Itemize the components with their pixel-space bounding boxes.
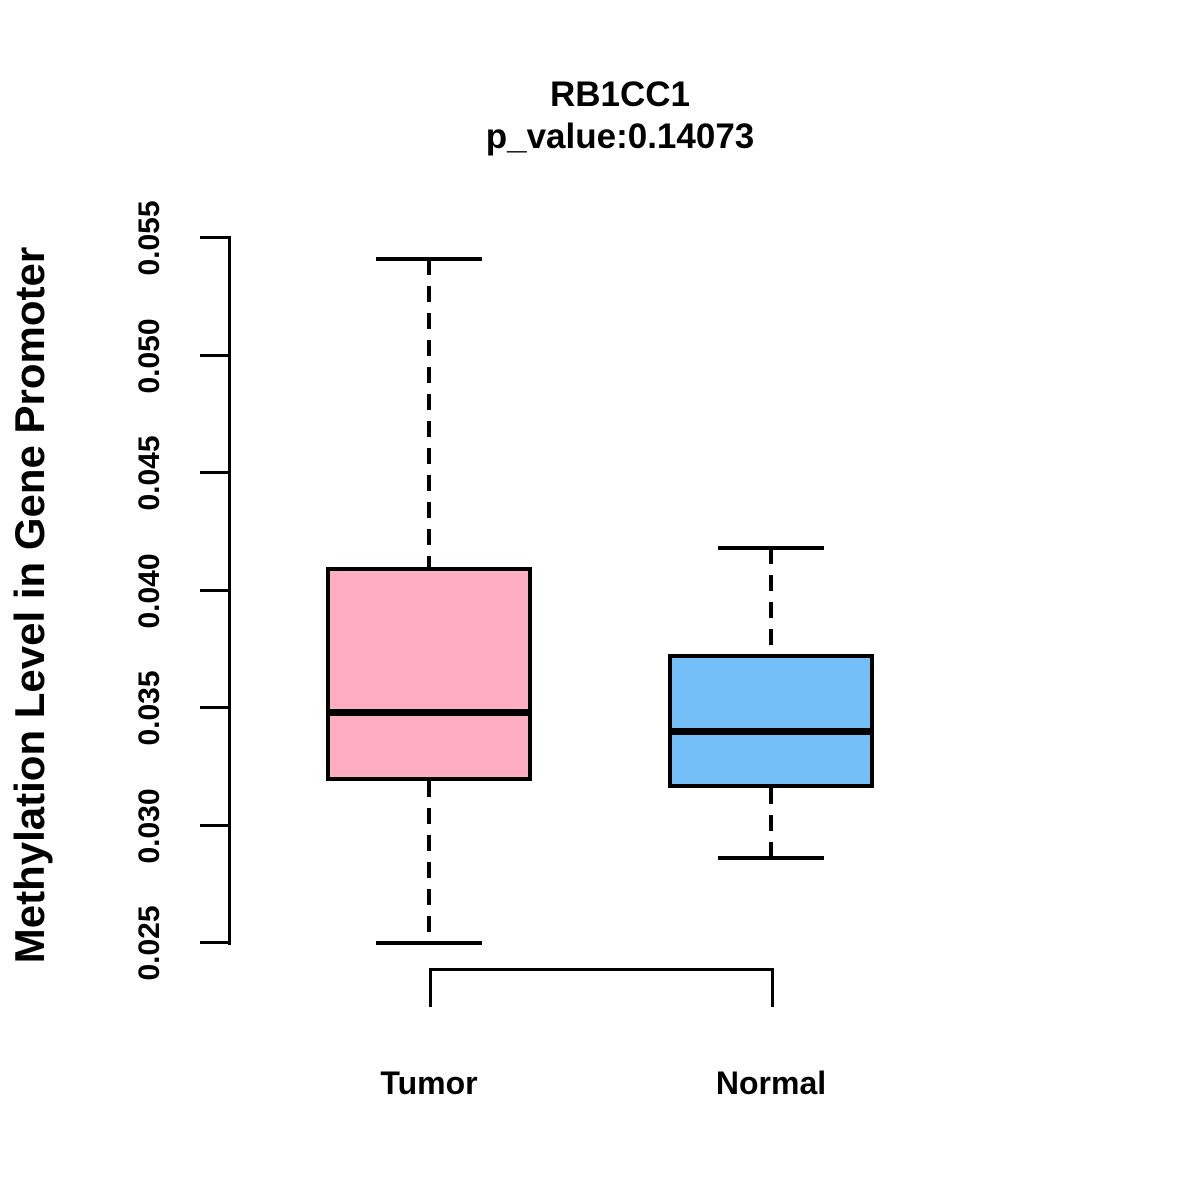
- whisker-upper-tumor: [427, 259, 431, 567]
- whisker-upper-normal: [769, 548, 773, 654]
- whisker-lower-normal: [769, 787, 773, 859]
- y-axis-tick: [200, 823, 228, 827]
- comparison-bracket-top: [429, 968, 774, 971]
- y-axis-tick: [200, 941, 228, 944]
- y-tick-label: 0.025: [133, 905, 166, 981]
- median-line-normal: [668, 727, 874, 735]
- chart-pvalue-subtitle: p_value:0.14073: [485, 117, 755, 156]
- comparison-bracket-right: [771, 968, 774, 1007]
- whisker-cap-high-normal: [718, 546, 824, 551]
- comparison-bracket-left: [429, 968, 432, 1007]
- y-axis-tick: [200, 471, 228, 474]
- x-label-tumor: Tumor: [380, 1065, 478, 1101]
- y-axis-line: [228, 236, 231, 945]
- whisker-cap-low-tumor: [376, 941, 482, 945]
- y-tick-label: 0.035: [133, 670, 166, 746]
- median-line-tumor: [326, 708, 532, 716]
- y-tick-label: 0.030: [133, 787, 166, 864]
- whisker-cap-high-tumor: [376, 257, 482, 262]
- title-block: RB1CC1 p_value:0.14073: [220, 74, 1020, 158]
- y-tick-label: 0.055: [133, 200, 166, 276]
- chart-title: RB1CC1: [549, 75, 691, 114]
- y-tick-label: 0.040: [133, 552, 166, 629]
- whisker-lower-tumor: [427, 780, 431, 943]
- whisker-cap-low-normal: [718, 856, 824, 861]
- y-axis-tick: [200, 588, 228, 592]
- y-axis-tick: [200, 706, 228, 709]
- y-axis-tick: [200, 236, 228, 239]
- y-axis-title: Methylation Level in Gene Promoter: [6, 246, 53, 964]
- y-axis-tick: [200, 353, 228, 357]
- box-tumor: [326, 567, 532, 781]
- y-tick-label: 0.050: [133, 317, 166, 394]
- y-tick-label: 0.045: [133, 435, 166, 511]
- x-label-normal: Normal: [715, 1065, 827, 1101]
- box-normal: [668, 653, 874, 788]
